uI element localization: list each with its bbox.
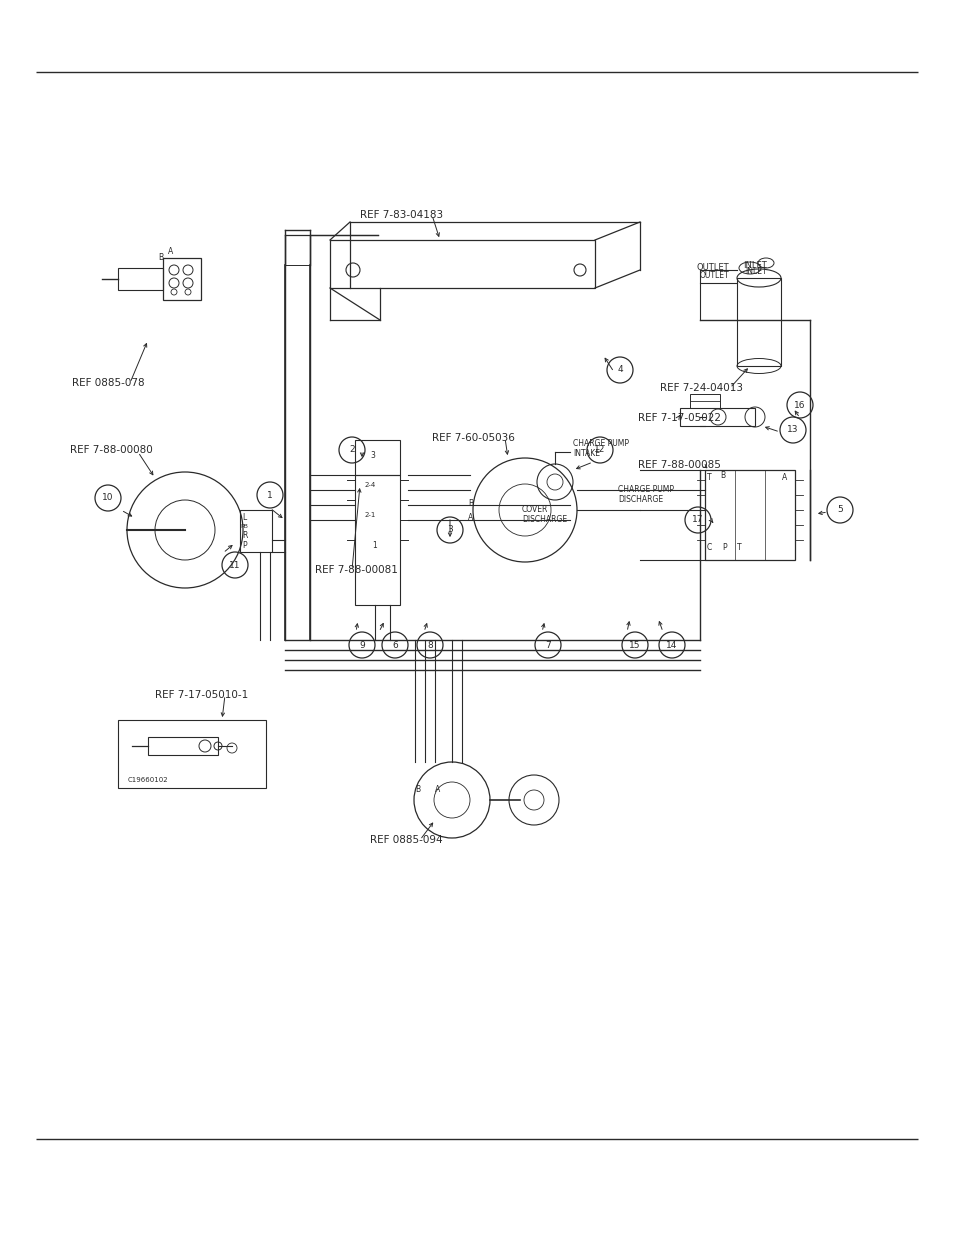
Bar: [240, 510, 272, 552]
Bar: [679, 408, 754, 426]
Text: REF 7-17-05022: REF 7-17-05022: [638, 412, 720, 424]
Text: OUTLET: OUTLET: [700, 270, 729, 279]
Text: 9: 9: [358, 641, 364, 650]
Bar: [355, 475, 399, 605]
Text: 1: 1: [372, 541, 376, 550]
Text: 2-1: 2-1: [365, 513, 376, 517]
Text: CHARGE PUMP: CHARGE PUMP: [618, 485, 673, 494]
Text: 13: 13: [786, 426, 798, 435]
Text: 2-4: 2-4: [365, 482, 375, 488]
Text: R: R: [242, 531, 247, 540]
Text: P: P: [721, 543, 726, 552]
Text: 3: 3: [370, 451, 375, 459]
Text: 10: 10: [102, 494, 113, 503]
Text: B: B: [158, 252, 163, 262]
Text: T: T: [737, 543, 740, 552]
Text: 12: 12: [594, 446, 605, 454]
Text: 4: 4: [617, 366, 622, 374]
Text: 16: 16: [794, 400, 805, 410]
Text: INTAKE: INTAKE: [573, 450, 599, 458]
Text: 2: 2: [349, 446, 355, 454]
Text: REF 7-17-05010-1: REF 7-17-05010-1: [154, 690, 248, 700]
Text: T: T: [706, 473, 711, 483]
Text: C19660102: C19660102: [128, 777, 169, 783]
Bar: [704, 471, 794, 559]
Text: 15: 15: [629, 641, 640, 650]
Text: 6: 6: [392, 641, 397, 650]
Text: 5: 5: [836, 505, 842, 515]
Text: 11: 11: [229, 561, 240, 569]
Bar: [118, 268, 163, 290]
Text: 3: 3: [447, 526, 453, 535]
Text: DISCHARGE: DISCHARGE: [618, 495, 662, 505]
Text: 8: 8: [427, 641, 433, 650]
Bar: [163, 258, 201, 300]
Text: REF 0885-078: REF 0885-078: [71, 378, 145, 388]
Text: REF 7-83-04183: REF 7-83-04183: [359, 210, 442, 220]
Text: B: B: [415, 785, 419, 794]
Text: DISCHARGE: DISCHARGE: [521, 515, 566, 525]
Text: REF 7-24-04013: REF 7-24-04013: [659, 383, 742, 393]
Text: REF 7-88-00080: REF 7-88-00080: [70, 445, 152, 454]
Text: 1: 1: [267, 490, 273, 499]
Text: INLET: INLET: [742, 261, 766, 269]
Text: CHARGE PUMP: CHARGE PUMP: [573, 440, 628, 448]
Text: REF 7-60-05036: REF 7-60-05036: [432, 433, 515, 443]
Text: B: B: [720, 472, 724, 480]
Text: 17: 17: [692, 515, 703, 525]
Bar: [737, 278, 781, 366]
Text: A: A: [468, 514, 473, 522]
Text: OUTLET: OUTLET: [697, 263, 729, 273]
Text: P: P: [242, 541, 247, 551]
Bar: [148, 737, 218, 755]
Text: REF 0885-094: REF 0885-094: [370, 835, 442, 845]
Text: COVER: COVER: [521, 505, 548, 515]
Bar: [355, 440, 399, 475]
Text: L: L: [242, 513, 246, 521]
Bar: [118, 720, 266, 788]
Text: 14: 14: [665, 641, 677, 650]
Text: 7: 7: [544, 641, 550, 650]
Text: A: A: [435, 785, 439, 794]
Text: PB: PB: [240, 524, 248, 529]
Text: REF 7-88-00081: REF 7-88-00081: [314, 564, 397, 576]
Bar: [330, 240, 595, 288]
Text: A: A: [168, 247, 173, 257]
Text: C: C: [706, 543, 712, 552]
Text: INLET: INLET: [744, 268, 766, 277]
Text: B: B: [468, 499, 473, 509]
Text: A: A: [781, 473, 786, 483]
Text: REF 7-88-00085: REF 7-88-00085: [638, 459, 720, 471]
Bar: [689, 394, 720, 408]
